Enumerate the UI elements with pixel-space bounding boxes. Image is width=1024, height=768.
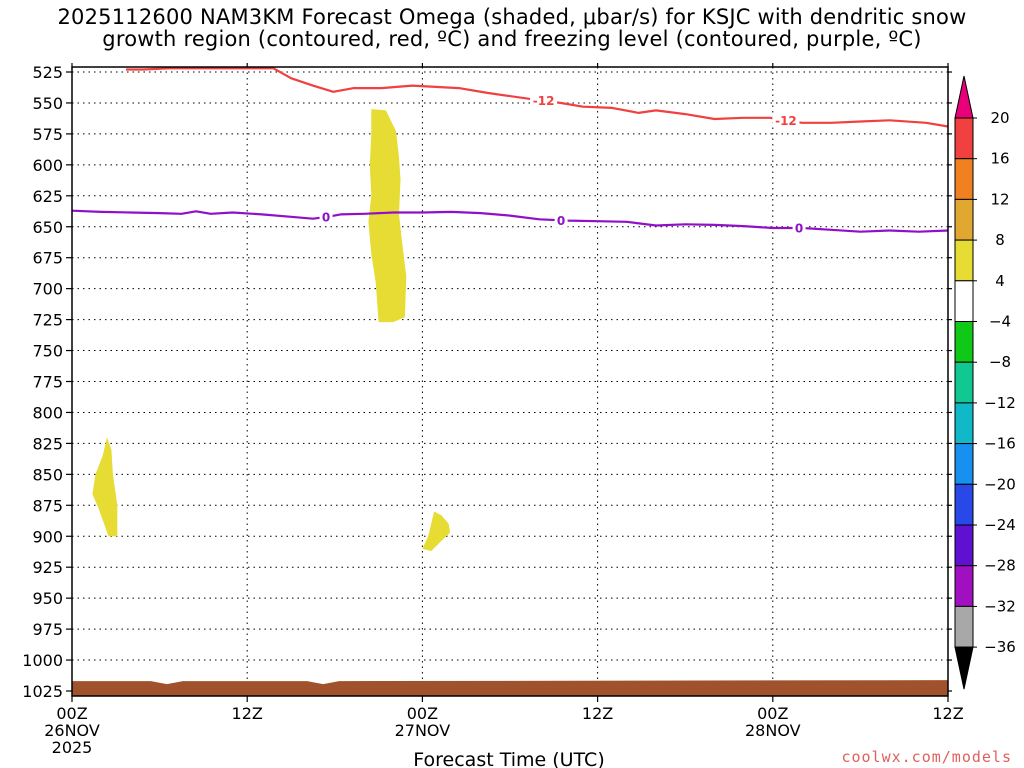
y-tick-label: 525: [32, 63, 63, 82]
colorbar-bottom-triangle: [954, 646, 974, 690]
contour-label: 0: [322, 211, 330, 225]
colorbar-label: −20: [984, 475, 1016, 493]
x-axis-label: Forecast Time (UTC): [413, 749, 604, 768]
colorbar-label: −28: [984, 557, 1016, 575]
grid-lines: [72, 67, 948, 696]
colorbar-top-triangle: [954, 75, 974, 119]
colorbar-bin: [954, 605, 974, 648]
y-tick-label: 725: [32, 311, 63, 330]
colorbar-bin: [954, 361, 974, 404]
contour-label: -12: [775, 114, 797, 128]
x-tick-label: 12Z: [582, 704, 613, 723]
colorbar-bin: [954, 483, 974, 526]
y-tick-label: 625: [32, 187, 63, 206]
colorbar-bin: [954, 280, 974, 322]
contour-label-bg: [554, 213, 568, 228]
y-tick-label: 825: [32, 434, 63, 453]
x-tick-label: 12Z: [932, 704, 963, 723]
terrain-fill: [72, 680, 948, 696]
x-tick-label: 12Z: [232, 704, 263, 723]
terrain-surface: [72, 680, 948, 696]
y-axis-ticks: 525 550 575 600 625 650 675 700 725 750 775 800 825 8…: [22, 63, 952, 701]
chart-title: 2025112600 NAM3KM Forecast Omega (shaded…: [0, 6, 1024, 50]
omega-region-1: [368, 109, 407, 323]
y-tick-label: 600: [32, 156, 63, 175]
x-tick-date: 28NOV: [745, 721, 801, 740]
contour-label-bg: [792, 220, 806, 235]
x-tick-date: 26NOV: [44, 721, 100, 740]
contour-label: -12: [533, 94, 555, 108]
colorbar-label: 8: [995, 231, 1005, 249]
contour-label-bg: [319, 210, 333, 225]
plot-area: [72, 67, 948, 696]
y-tick-label: 650: [32, 218, 63, 237]
colorbar-bin: [954, 565, 974, 607]
y-tick-label: 575: [32, 125, 63, 144]
contour-label-bg: [530, 93, 558, 108]
colorbar-label: 12: [990, 190, 1009, 208]
y-tick-label: 775: [32, 373, 63, 392]
y-tick-label: 975: [32, 620, 63, 639]
y-tick-label: 1000: [22, 651, 63, 670]
y-tick-label: 875: [32, 496, 63, 515]
colorbar-bin: [954, 321, 974, 363]
x-tick-year: 2025: [52, 738, 93, 757]
colorbar-bin: [954, 524, 974, 567]
x-tick-label: 00Z: [56, 704, 87, 723]
contour-label: 0: [795, 221, 803, 235]
x-tick-label: 00Z: [407, 704, 438, 723]
colorbar-label: −16: [984, 435, 1016, 453]
y-tick-label: 750: [32, 342, 63, 361]
colorbar-label: −12: [984, 394, 1016, 412]
omega-region-3: [422, 511, 451, 552]
colorbar-label: 20: [990, 109, 1009, 127]
colorbar-label: −36: [984, 638, 1016, 656]
y-tick-label: 675: [32, 249, 63, 268]
colorbar-label: −4: [989, 313, 1011, 331]
x-tick-date: 27NOV: [395, 721, 451, 740]
contour-label-bg: [772, 113, 800, 128]
y-tick-label: 1025: [22, 682, 63, 701]
colorbar-bin: [954, 239, 974, 282]
contour-line-freezing: [71, 209, 949, 233]
colorbar-bin: [954, 117, 974, 160]
y-tick-label: 850: [32, 465, 63, 484]
plot-background: [72, 67, 948, 696]
y-tick-label: 950: [32, 589, 63, 608]
contour-label: 0: [557, 214, 565, 228]
colorbar-bin: [954, 402, 974, 445]
credit-text: coolwx.com/models: [841, 748, 1012, 766]
colorbar-label: 16: [990, 150, 1009, 168]
y-tick-label: 925: [32, 558, 63, 577]
title-line-2: growth region (contoured, red, ºC) and f…: [102, 27, 922, 51]
colorbar-bin: [954, 198, 974, 241]
x-tick-label: 00Z: [757, 704, 788, 723]
colorbar-label: −8: [989, 353, 1011, 371]
contour-line-dgz: [126, 67, 949, 128]
colorbar-label: −32: [984, 597, 1016, 615]
colorbar-label: 4: [995, 272, 1005, 290]
y-tick-label: 550: [32, 94, 63, 113]
y-tick-label: 800: [32, 403, 63, 422]
colorbar-bin: [954, 443, 974, 485]
omega-shaded-regions: [92, 109, 451, 552]
colorbar-bin: [954, 158, 974, 200]
y-tick-label: 700: [32, 280, 63, 299]
colorbar: 20 16 12 8 4 −4 −8 −12 −16 −20 −24 −28 −32 −36: [954, 75, 1016, 690]
colorbar-label: −24: [984, 516, 1016, 534]
contour-lines: -12 -12 0 0 0: [71, 67, 949, 235]
omega-region-2: [92, 437, 118, 537]
title-line-1: 2025112600 NAM3KM Forecast Omega (shaded…: [57, 5, 967, 29]
y-tick-label: 900: [32, 527, 63, 546]
